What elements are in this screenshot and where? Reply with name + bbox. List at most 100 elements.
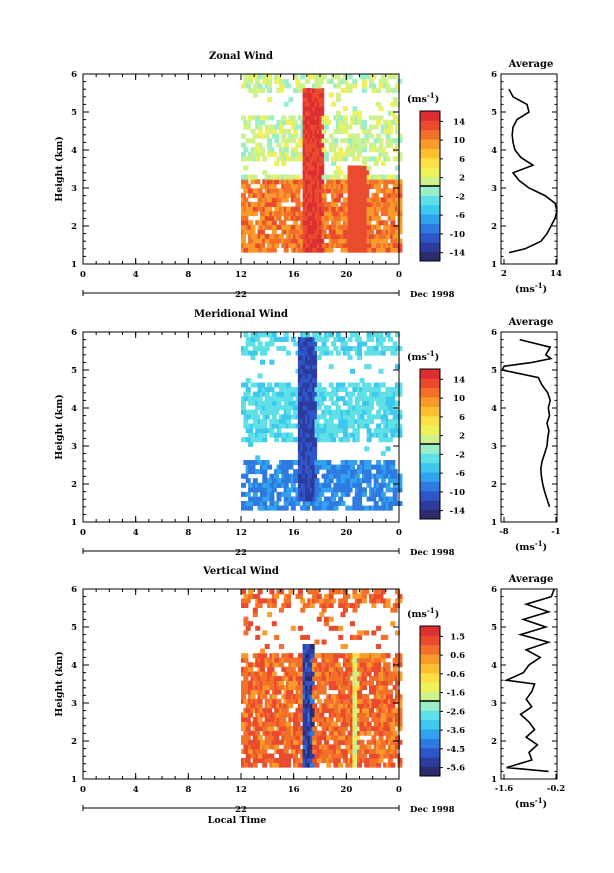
heatmap-cell [373,138,379,144]
heatmap-cell [361,487,367,493]
heatmap-cell [390,703,396,709]
heatmap-cell [395,589,400,595]
heatmap-cell [338,147,344,153]
heatmap-cell [345,676,351,681]
heatmap-cell [395,419,400,424]
heatmap-cell [357,598,363,604]
heatmap-cell [352,78,358,84]
heatmap-cell [378,83,384,89]
heatmap-cell [385,247,391,253]
heatmap-cell [293,712,299,718]
heatmap-cell [387,74,393,80]
heatmap-cell [354,382,360,388]
heatmap-cell [376,423,382,429]
heatmap-cell [347,336,353,342]
heatmap-cell [283,473,289,479]
heatmap-cell [286,382,291,388]
heatmap-cell [342,115,348,121]
avg-x-tick-label: 2 [501,269,507,279]
heatmap-cell [278,88,284,93]
heatmap-cell [312,350,318,356]
heatmap-cell [241,689,246,695]
heatmap-cell [333,501,339,506]
heatmap-cell [371,496,377,502]
heatmap-cell [316,730,322,736]
heatmap-cell [276,215,282,221]
colorbar-swatch [420,635,440,646]
heatmap-cell [283,501,289,506]
heatmap-cell [248,350,254,356]
y-tick-label: 6 [71,70,77,80]
heatmap-cell [290,501,296,506]
heatmap-cell [338,192,344,198]
heatmap-cell [371,350,377,356]
heatmap-cell [345,593,351,599]
colorbar-tick-label: 10 [453,136,465,146]
heatmap-cell [243,621,249,627]
heatmap-cell [364,464,370,470]
heatmap-cell [255,593,261,599]
heatmap-cell [286,735,291,741]
heatmap-cell [366,478,372,484]
heatmap-cell [357,666,363,672]
heatmap-cell [326,735,332,741]
heatmap-cell [342,119,348,125]
heatmap-cell [397,501,403,506]
heatmap-cell [347,730,353,736]
average-frame [500,588,558,780]
heatmap-cell [357,762,363,768]
heatmap-cell [283,730,289,736]
heatmap-cell [378,735,384,741]
heatmap-cell [290,174,296,180]
heatmap-cell [257,188,263,194]
heatmap-cell [376,119,382,125]
heatmap-cell [243,215,249,221]
y-axis-label: Height (km) [54,651,65,717]
heatmap-cell [378,233,384,239]
heatmap-cell [241,405,246,411]
heatmap-cell [350,391,355,397]
heatmap-cell [271,603,277,608]
heatmap-cell [319,179,325,185]
heatmap-cell [331,464,337,470]
heatmap-cell [286,739,291,745]
heatmap-cell [361,142,367,148]
heatmap-cell [297,593,303,599]
heatmap-cell [340,487,346,493]
heatmap-cell [326,119,332,125]
heatmap-cell [383,432,389,438]
heatmap-cell [243,748,249,754]
heatmap-cell [264,482,270,488]
heatmap-cell [278,662,284,668]
heatmap-cell [397,758,403,763]
heatmap-cell [331,229,337,235]
heatmap-cell [366,206,372,212]
date-label: Dec 1998 [410,290,455,300]
heatmap-cell [376,414,382,420]
heatmap-cell [397,432,403,438]
heatmap-cell [314,694,320,700]
heatmap-cell [262,748,268,754]
heatmap-cell [371,396,377,402]
heatmap-cell [288,753,294,759]
heatmap-cell [288,432,294,438]
heatmap-cell [387,501,393,506]
heatmap-cell [331,598,337,604]
heatmap-cell [361,161,367,166]
heatmap-cell [290,151,296,157]
heatmap-cell [250,179,256,185]
heatmap-cell [342,419,348,424]
heatmap-cell [309,712,315,718]
heatmap-cell [243,147,249,153]
heatmap-cell [347,74,353,80]
heatmap-cell [338,762,344,768]
heatmap-cell [354,744,360,750]
heatmap-cell [278,762,284,768]
heatmap-cell [314,78,320,84]
heatmap-cell [250,464,256,470]
heatmap-cell [366,469,372,475]
heatmap-cell [357,482,363,488]
heatmap-cell [390,206,396,212]
heatmap-cell [369,762,374,768]
heatmap-cell [369,739,374,745]
